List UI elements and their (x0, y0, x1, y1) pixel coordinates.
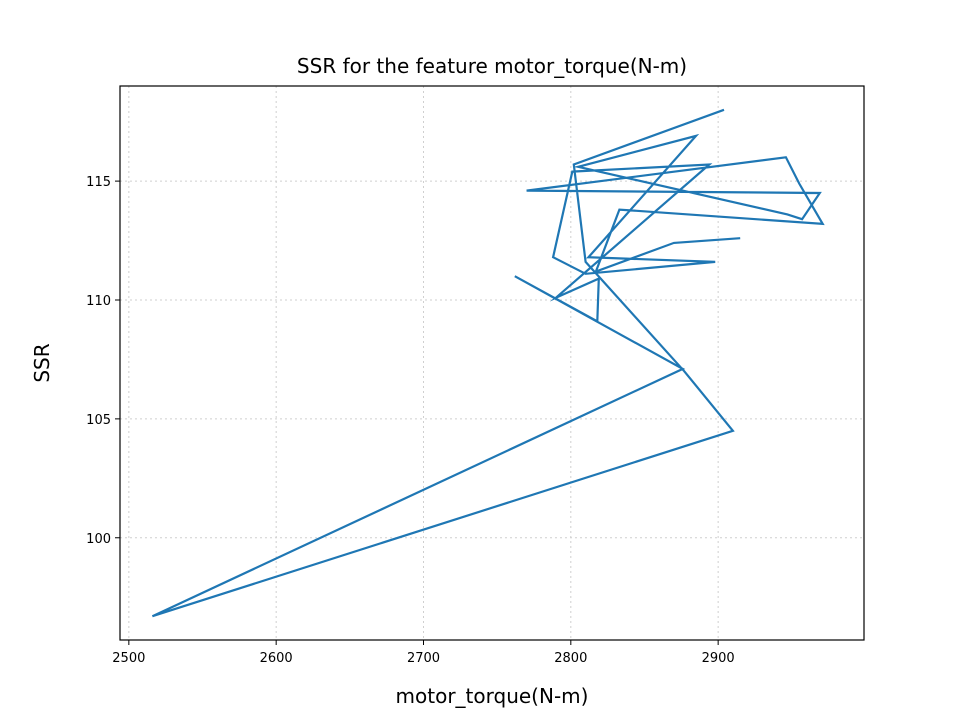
x-axis-label: motor_torque(N-m) (396, 684, 589, 708)
y-tick-label: 100 (86, 532, 111, 547)
x-tick-label: 2900 (702, 651, 735, 666)
plot-frame (119, 85, 865, 641)
y-tick-label: 115 (86, 175, 111, 190)
y-axis-label: SSR (30, 343, 54, 382)
tick-layer: 2500 2600 2700 2800 2900 100 105 110 115 (86, 175, 735, 666)
y-tick-label: 110 (86, 294, 111, 309)
chart-title: SSR for the feature motor_torque(N-m) (297, 54, 687, 78)
y-tick-label: 105 (86, 413, 111, 428)
x-tick-label: 2600 (260, 651, 293, 666)
series-layer (151, 108, 825, 618)
series-line (151, 108, 825, 618)
grid (120, 86, 864, 640)
x-tick-label: 2500 (112, 651, 145, 666)
x-tick-label: 2700 (407, 651, 440, 666)
x-tick-label: 2800 (554, 651, 587, 666)
